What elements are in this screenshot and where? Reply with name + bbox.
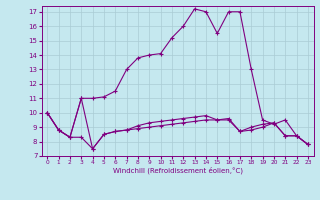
X-axis label: Windchill (Refroidissement éolien,°C): Windchill (Refroidissement éolien,°C) [113, 167, 243, 174]
